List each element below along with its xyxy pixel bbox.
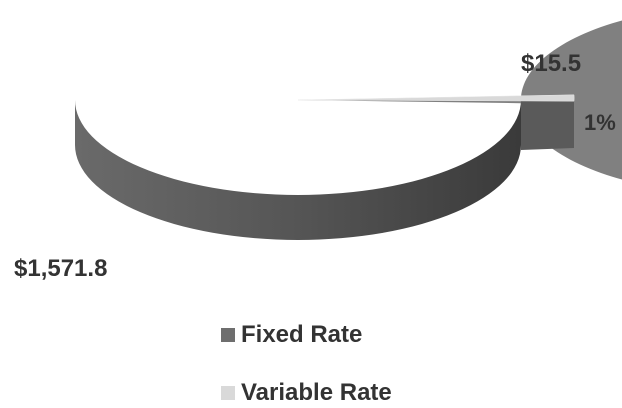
slice-fixed-rate-side xyxy=(75,100,521,240)
slice-variable-rate-side xyxy=(521,97,574,150)
legend-swatch-variable-rate xyxy=(221,386,235,400)
legend-label-fixed-rate: Fixed Rate xyxy=(241,321,363,348)
label-fixed-rate-value: $1,571.8 xyxy=(14,255,107,282)
label-variable-rate-value: $15.5 xyxy=(521,50,581,77)
legend-item-variable-rate: Variable Rate xyxy=(221,379,392,407)
label-variable-rate-percent: 1% xyxy=(584,110,616,135)
slice-variable-rate xyxy=(297,94,575,102)
legend-label-variable-rate: Variable Rate xyxy=(241,379,392,406)
legend-item-fixed-rate: Fixed Rate xyxy=(221,321,362,349)
legend-swatch-fixed-rate xyxy=(221,328,235,342)
label-fixed-rate-percent: 99% xyxy=(143,133,187,158)
